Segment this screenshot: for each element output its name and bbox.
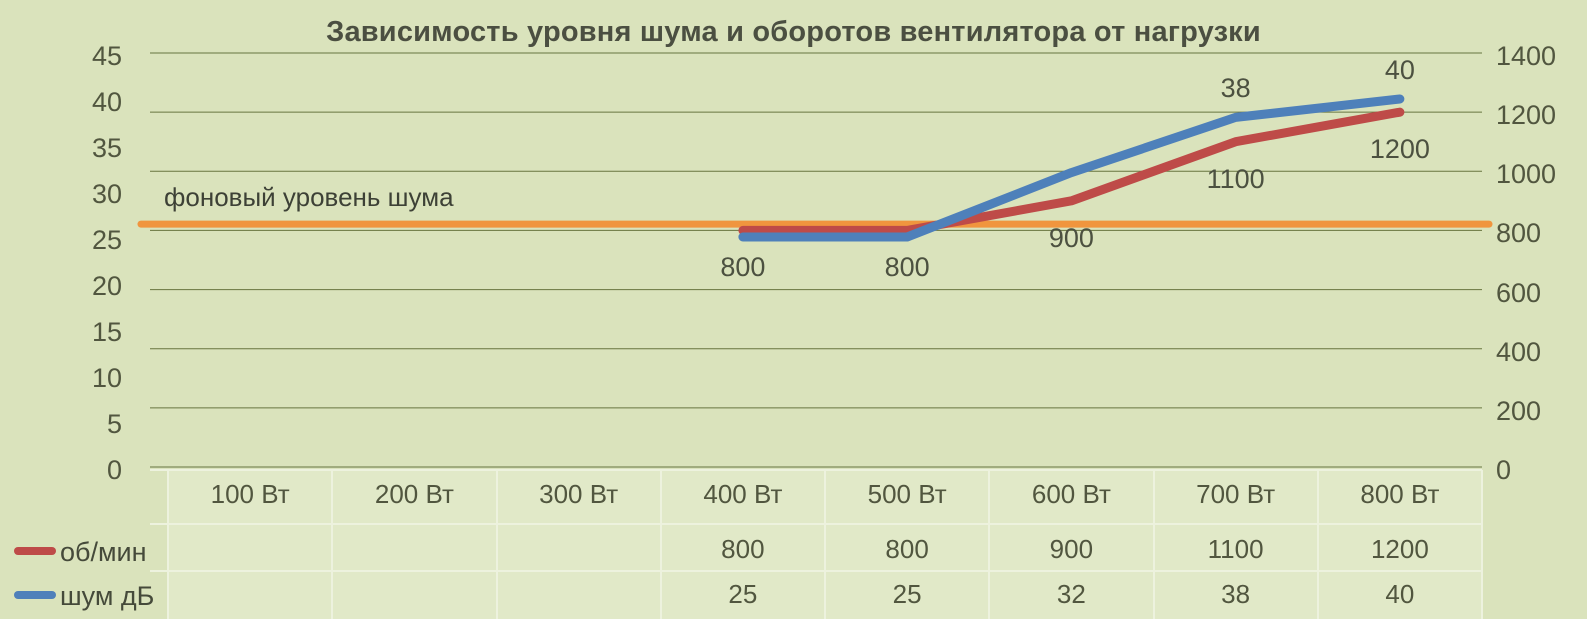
y-axis-tick-right: 600: [1496, 277, 1542, 308]
table-column-separator: [1152, 470, 1155, 619]
legend-key-noise-swatch: [14, 591, 56, 599]
table-column-separator: [1316, 470, 1319, 619]
data-label-rpm: 800: [884, 252, 930, 283]
x-axis-category-label: 800 Вт: [1360, 479, 1440, 509]
table-cell-noise: 32: [1056, 579, 1086, 609]
table-cell-rpm: 1100: [1207, 534, 1264, 564]
table-column-separator: [167, 470, 169, 619]
table-cell-noise: 40: [1385, 579, 1415, 609]
background-noise-annotation: фоновый уровень шума: [164, 182, 454, 212]
series-line-rpm: [738, 107, 1405, 235]
x-axis-category-label: 500 Вт: [867, 479, 947, 509]
y-axis-tick-right: 400: [1496, 336, 1542, 367]
data-label-noise: 40: [1384, 55, 1415, 85]
y-axis-tick-left: 45: [91, 41, 122, 71]
table-cell-noise: 25: [892, 579, 922, 609]
y-axis-tick-left: 25: [91, 225, 122, 255]
y-axis-tick-left: 10: [91, 363, 122, 393]
legend-label-rpm: об/мин: [60, 537, 147, 567]
x-axis-category-label: 200 Вт: [374, 479, 454, 509]
y-axis-tick-left: 15: [91, 317, 122, 347]
table-column-separator: [988, 470, 991, 619]
data-label-rpm: 800: [720, 252, 766, 283]
data-label-rpm: 900: [1048, 222, 1094, 253]
table-column-separator: [495, 470, 498, 619]
legend-key-rpm-swatch: [14, 547, 56, 555]
x-axis-category-label: 400 Вт: [703, 479, 783, 509]
table-cell-noise: 25: [728, 579, 758, 609]
table-column-separator: [659, 470, 662, 619]
table-cell-rpm: 800: [721, 534, 765, 564]
table-column-separator: [1481, 470, 1483, 619]
table-cell-noise: 38: [1221, 579, 1251, 609]
data-label-rpm: 1200: [1369, 134, 1430, 165]
y-axis-tick-right: 200: [1496, 395, 1542, 426]
y-axis-tick-right: 0: [1496, 455, 1512, 485]
y-axis-tick-left: 5: [106, 409, 122, 439]
table-column-separator: [824, 470, 826, 619]
table-cell-rpm: 1200: [1370, 534, 1429, 564]
y-axis-tick-left: 40: [91, 87, 122, 117]
y-axis-tick-left: 35: [91, 133, 122, 163]
legend-label-noise: шум дБ: [60, 581, 155, 611]
x-axis-category-label: 700 Вт: [1196, 479, 1276, 509]
y-axis-tick-right: 1200: [1496, 100, 1557, 131]
y-axis-tick-right: 1400: [1496, 41, 1557, 71]
table-cell-rpm: 900: [1049, 534, 1094, 564]
y-axis-tick-right: 800: [1496, 218, 1542, 249]
x-axis-category-label: 300 Вт: [539, 479, 619, 509]
y-axis-tick-left: 30: [91, 179, 122, 209]
table-row-separator: [150, 523, 1482, 525]
y-axis-tick-left: 20: [91, 271, 122, 301]
y-axis-tick-right: 1000: [1496, 159, 1557, 190]
data-label-rpm: 1100: [1206, 163, 1265, 194]
table-cell-rpm: 800: [885, 534, 929, 564]
table-column-separator: [331, 470, 334, 619]
table-row-separator: [150, 469, 1482, 471]
series-line-noise: [738, 94, 1405, 242]
table-row-separator: [150, 570, 1482, 572]
chart-title: Зависимость уровня шума и оборотов венти…: [326, 16, 1261, 48]
data-label-noise: 38: [1220, 73, 1251, 104]
y-axis-tick-left: 0: [106, 455, 122, 485]
x-axis-category-label: 100 Вт: [210, 479, 290, 509]
x-axis-category-label: 600 Вт: [1031, 479, 1111, 509]
